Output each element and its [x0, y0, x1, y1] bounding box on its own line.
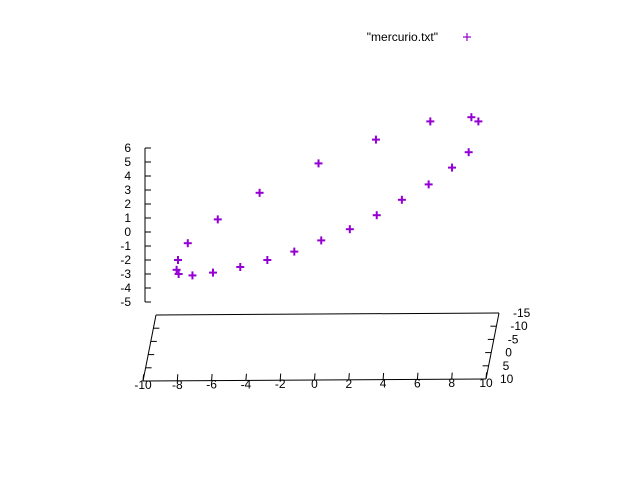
x-tick — [314, 373, 316, 381]
x-tick — [485, 372, 488, 380]
data-point — [174, 270, 183, 278]
y-tick-label: -15 — [513, 306, 531, 320]
z-tick-label: 0 — [124, 225, 131, 239]
data-point — [263, 256, 272, 264]
y-tick-label: 0 — [505, 346, 512, 360]
data-point — [314, 159, 323, 168]
legend-label: "mercurio.txt" — [367, 30, 438, 44]
x-tick-label: -8 — [172, 378, 183, 392]
x-tick-label: -10 — [134, 378, 152, 392]
x-tick — [382, 372, 385, 380]
x-tick — [176, 374, 179, 381]
x-tick-label: 4 — [380, 377, 387, 391]
y-tick-label: 10 — [500, 372, 514, 386]
data-point — [172, 265, 181, 274]
x-tick-label: -4 — [241, 377, 252, 391]
data-point — [371, 135, 380, 144]
data-points — [172, 113, 483, 280]
x-tick-label: 10 — [479, 376, 493, 390]
x-tick — [451, 372, 453, 380]
left-base-edge — [142, 314, 157, 382]
x-tick-label: 6 — [414, 376, 421, 390]
z-tick-label: 5 — [124, 155, 131, 169]
y-tick-label: 5 — [503, 359, 510, 373]
x-tick-label: -6 — [206, 378, 217, 392]
x-tick — [279, 373, 282, 381]
data-point — [467, 113, 476, 122]
data-point — [448, 163, 457, 172]
x-tick — [142, 374, 145, 382]
z-tick-label: 1 — [124, 211, 131, 225]
x-tick — [245, 373, 247, 381]
z-tick-label: 6 — [124, 141, 131, 155]
z-tick-label: 4 — [124, 169, 131, 183]
data-point — [183, 239, 192, 248]
chart-axes — [142, 148, 500, 382]
x-tick — [416, 372, 419, 380]
data-point — [424, 180, 433, 189]
data-point — [188, 271, 197, 280]
z-tick-label: -3 — [120, 267, 131, 281]
z-tick-label: -5 — [120, 295, 131, 309]
x-tick — [348, 373, 350, 380]
data-point — [372, 211, 381, 220]
x-tick-label: 8 — [448, 376, 455, 390]
data-point — [255, 188, 264, 197]
z-tick-label: 2 — [124, 197, 131, 211]
data-point — [345, 225, 354, 234]
data-point — [208, 268, 217, 277]
data-point — [174, 256, 183, 264]
x-tick-label: 2 — [345, 377, 352, 391]
y-tick-label: -5 — [508, 332, 519, 346]
right-base-edge — [485, 312, 500, 380]
legend-marker — [463, 33, 471, 41]
data-point — [474, 117, 483, 126]
z-tick-label: -1 — [120, 239, 131, 253]
data-point — [317, 236, 326, 245]
back-base-edge — [155, 312, 500, 316]
y-tick-label: -10 — [510, 319, 528, 333]
z-tick-label: -2 — [120, 253, 131, 267]
data-point — [464, 148, 473, 157]
x-tick — [211, 373, 213, 381]
data-point — [290, 247, 299, 256]
data-point — [213, 215, 222, 224]
z-tick-label: -4 — [120, 281, 131, 295]
z-tick-label: 3 — [124, 183, 131, 197]
data-point — [426, 117, 435, 126]
x-tick-label: 0 — [311, 377, 318, 391]
legend: "mercurio.txt" — [367, 30, 471, 44]
x-tick-label: -2 — [275, 377, 286, 391]
data-point — [397, 195, 406, 204]
data-point — [236, 263, 245, 271]
